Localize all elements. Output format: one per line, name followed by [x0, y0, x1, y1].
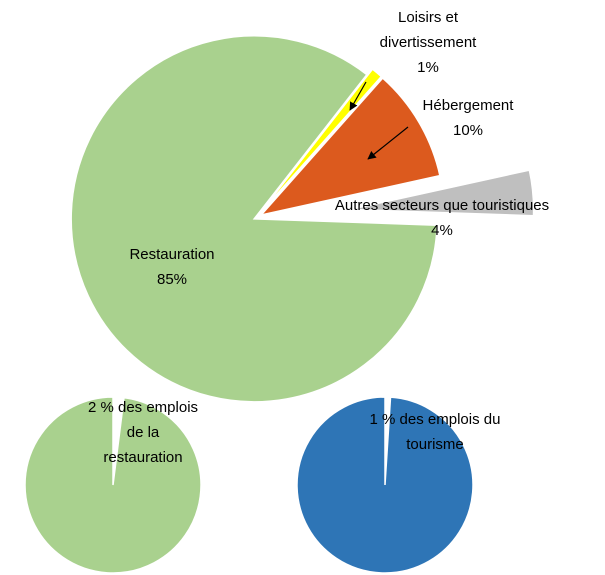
slice-label: Loisirs et divertissement 1% — [358, 5, 498, 80]
pie-slice — [296, 396, 474, 574]
label-text: Restauration — [129, 246, 215, 263]
label-text: Autres secteurs que touristiques — [334, 197, 550, 214]
label-text: Hébergement — [422, 97, 514, 114]
label-text: 1 % des emplois du tourisme — [369, 411, 501, 453]
slice-label: 1 % des emplois du tourisme — [368, 407, 503, 457]
label-text: 2 % des emplois de la restauration — [87, 399, 199, 466]
pie-slice — [70, 35, 438, 403]
label-text: Loisirs et divertissement — [379, 9, 477, 51]
pie-slice — [350, 169, 535, 217]
label-text: 4% — [431, 222, 453, 239]
label-text: 10% — [452, 122, 484, 139]
pie-slice — [259, 77, 441, 217]
slice-label: 2 % des emplois de la restauration — [87, 395, 199, 470]
slice-label: Hébergement 10% — [398, 93, 538, 143]
pie-slice — [24, 396, 202, 574]
label-text: 85% — [156, 271, 188, 288]
slice-label: Restauration 85% — [102, 242, 242, 292]
slice-label: Autres secteurs que touristiques 4% — [292, 193, 592, 243]
leader-arrow — [349, 81, 367, 111]
slices — [24, 35, 535, 574]
label-text: 1% — [417, 59, 439, 76]
leader-arrow — [367, 126, 409, 160]
